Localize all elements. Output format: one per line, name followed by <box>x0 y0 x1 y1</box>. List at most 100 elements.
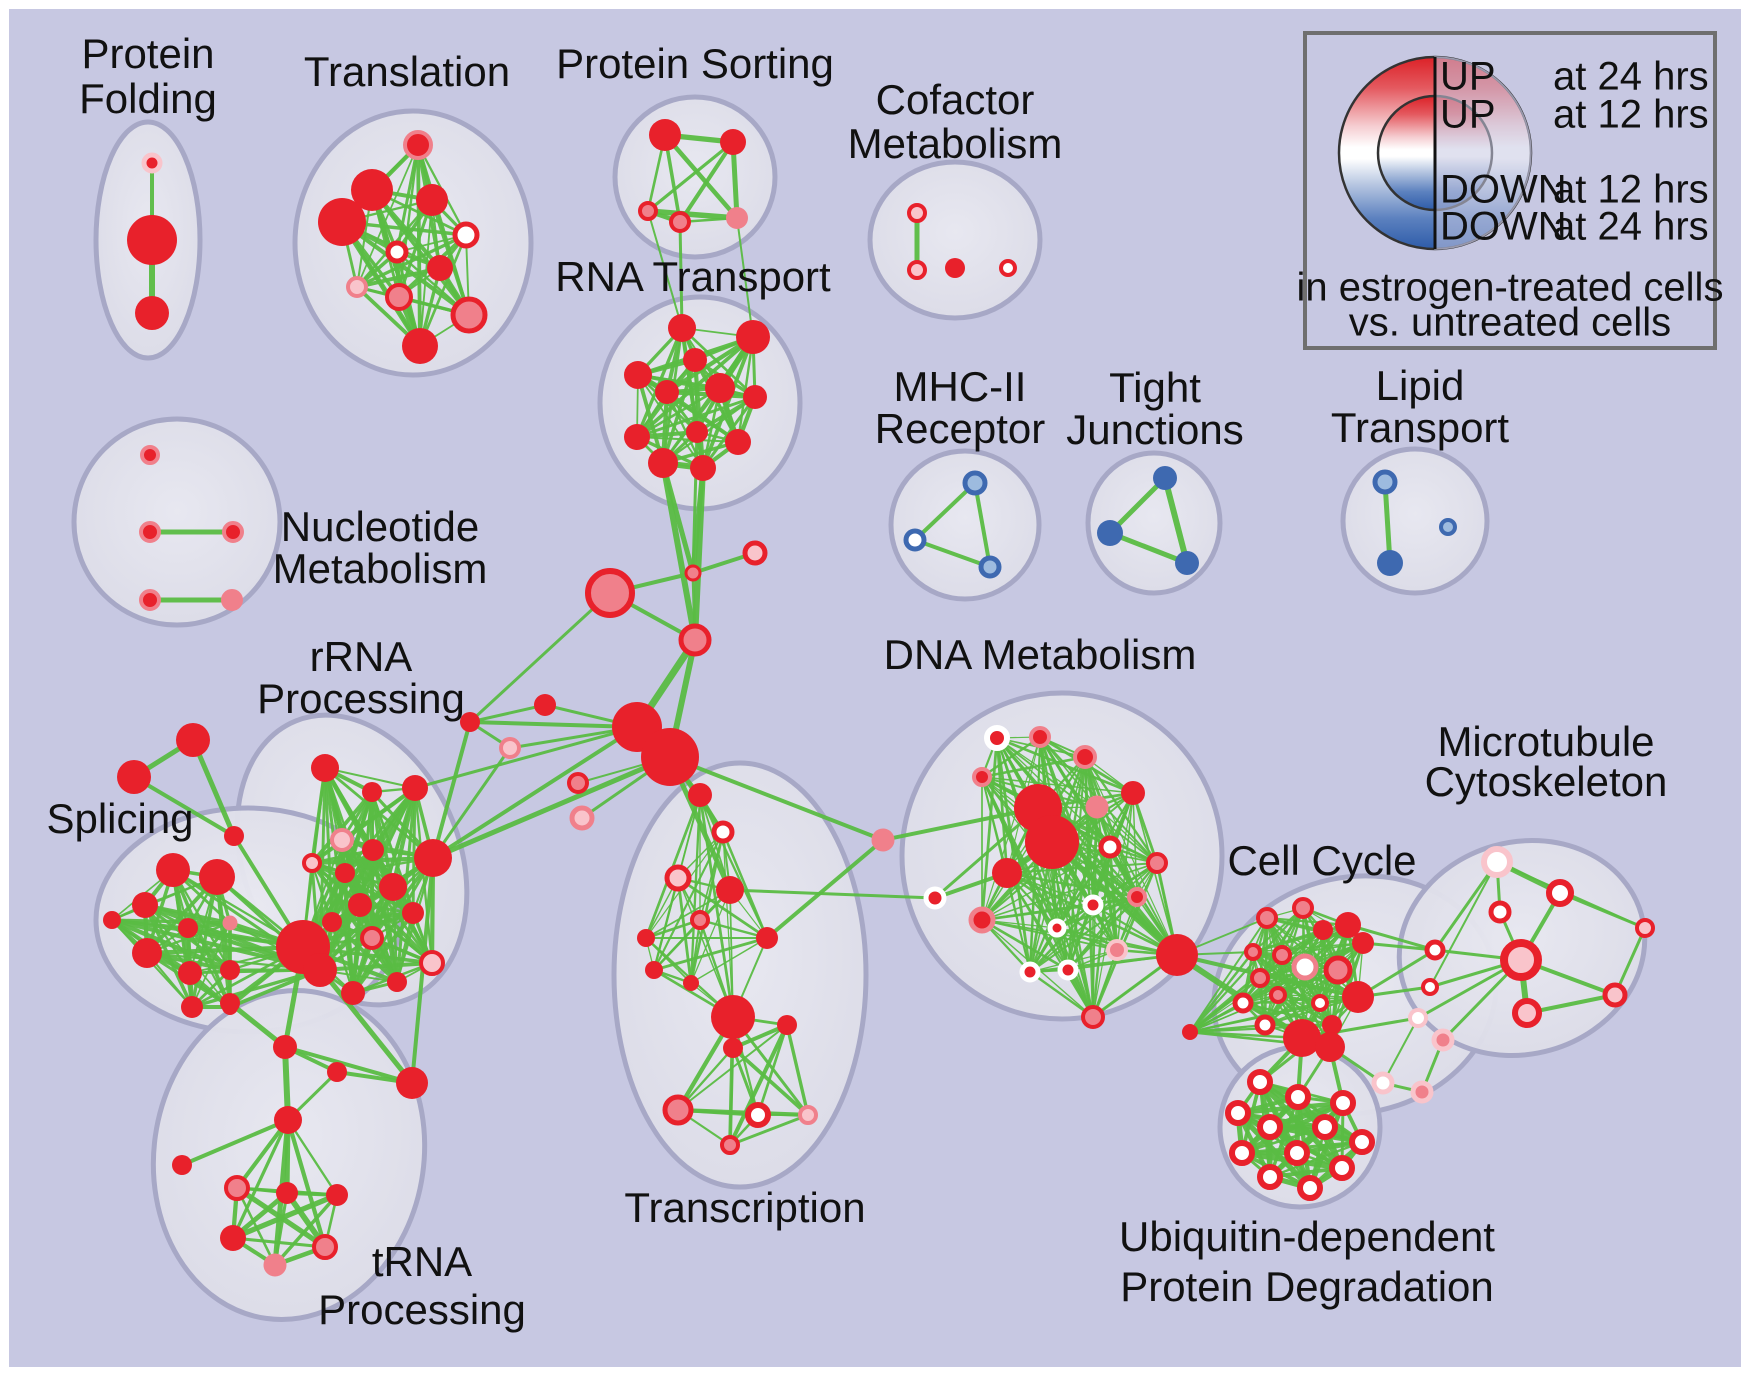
legend-footer-line-0: in estrogen-treated cells <box>1297 266 1724 310</box>
edge <box>1083 755 1139 899</box>
legend-time-2: at 12 hrs <box>1553 168 1709 212</box>
node <box>736 320 770 354</box>
node <box>1244 943 1262 961</box>
node <box>1349 1129 1375 1155</box>
node <box>274 1106 302 1134</box>
node <box>668 314 696 342</box>
edge <box>731 1046 810 1117</box>
node <box>311 754 339 782</box>
cluster-label-nucleotide-metabolism: Nucleotide Metabolism <box>273 503 488 592</box>
edge <box>645 208 740 221</box>
node <box>1512 998 1542 1028</box>
node <box>322 912 342 932</box>
edge <box>1006 872 1094 906</box>
node <box>907 203 927 223</box>
cluster-label-protein-sorting: Protein Sorting <box>556 40 834 87</box>
node <box>172 1155 192 1175</box>
edge <box>431 725 639 860</box>
edge <box>431 720 472 860</box>
node <box>1073 745 1097 769</box>
node <box>999 259 1017 277</box>
node <box>1127 887 1147 907</box>
node <box>978 555 1002 579</box>
node <box>678 623 712 657</box>
edge <box>652 876 680 972</box>
edge <box>190 737 237 839</box>
node <box>335 863 355 883</box>
node <box>745 1102 771 1128</box>
node <box>624 424 650 450</box>
edge <box>981 919 1178 956</box>
edge <box>661 395 757 465</box>
edge <box>1302 907 1364 944</box>
node <box>686 421 708 443</box>
node <box>1121 781 1145 805</box>
node <box>181 996 203 1018</box>
node <box>318 198 366 246</box>
edge <box>468 720 639 729</box>
node <box>341 981 365 1005</box>
node <box>569 805 595 831</box>
edge <box>318 961 434 972</box>
edge <box>358 786 417 907</box>
node <box>156 853 190 887</box>
node <box>743 385 767 409</box>
node <box>662 1094 694 1126</box>
node <box>720 129 746 155</box>
node <box>688 783 712 807</box>
node <box>756 927 778 949</box>
cluster-label-rrna-processing: rRNA Processing <box>257 633 465 722</box>
edge <box>1091 861 1159 1019</box>
node <box>684 564 702 582</box>
legend-term-2: DOWN <box>1440 168 1567 212</box>
node <box>1330 1090 1356 1116</box>
edge <box>331 921 354 994</box>
node <box>141 152 163 174</box>
node <box>648 448 678 478</box>
edge <box>637 374 704 469</box>
edge <box>231 1118 290 1240</box>
edge <box>680 326 757 399</box>
node <box>302 853 322 873</box>
edge <box>668 755 885 842</box>
edge <box>1189 917 1268 1033</box>
node <box>641 728 699 786</box>
node <box>1285 1084 1311 1110</box>
node <box>273 1035 297 1059</box>
node <box>1342 981 1374 1013</box>
cluster-label-splicing: Splicing <box>46 795 193 842</box>
edge <box>286 1118 339 1197</box>
edge <box>981 919 1118 951</box>
edge <box>995 736 1009 875</box>
edge <box>692 465 706 643</box>
node <box>1431 1028 1455 1052</box>
edge <box>981 776 1134 794</box>
edge <box>1083 755 1159 865</box>
edge <box>665 390 740 444</box>
edge <box>728 888 937 900</box>
node <box>984 725 1010 751</box>
edge <box>273 1191 289 1267</box>
edge <box>980 735 1042 779</box>
node <box>962 470 988 496</box>
node <box>1229 1140 1255 1166</box>
node <box>1025 815 1079 869</box>
node <box>690 910 710 930</box>
edge <box>350 910 416 996</box>
node <box>1284 1140 1310 1166</box>
edge <box>339 219 423 349</box>
edge <box>1429 861 1498 988</box>
edge <box>1263 928 1325 1027</box>
cluster-label-trna-processing: tRNA Processing <box>318 1238 526 1333</box>
node <box>427 255 453 281</box>
node <box>1106 939 1128 961</box>
node <box>972 767 992 787</box>
node <box>178 918 198 938</box>
node <box>664 864 692 892</box>
node <box>1153 466 1177 490</box>
node <box>1297 1175 1323 1201</box>
edge <box>1189 969 1339 1033</box>
edge <box>646 140 735 213</box>
node <box>1311 994 1329 1012</box>
